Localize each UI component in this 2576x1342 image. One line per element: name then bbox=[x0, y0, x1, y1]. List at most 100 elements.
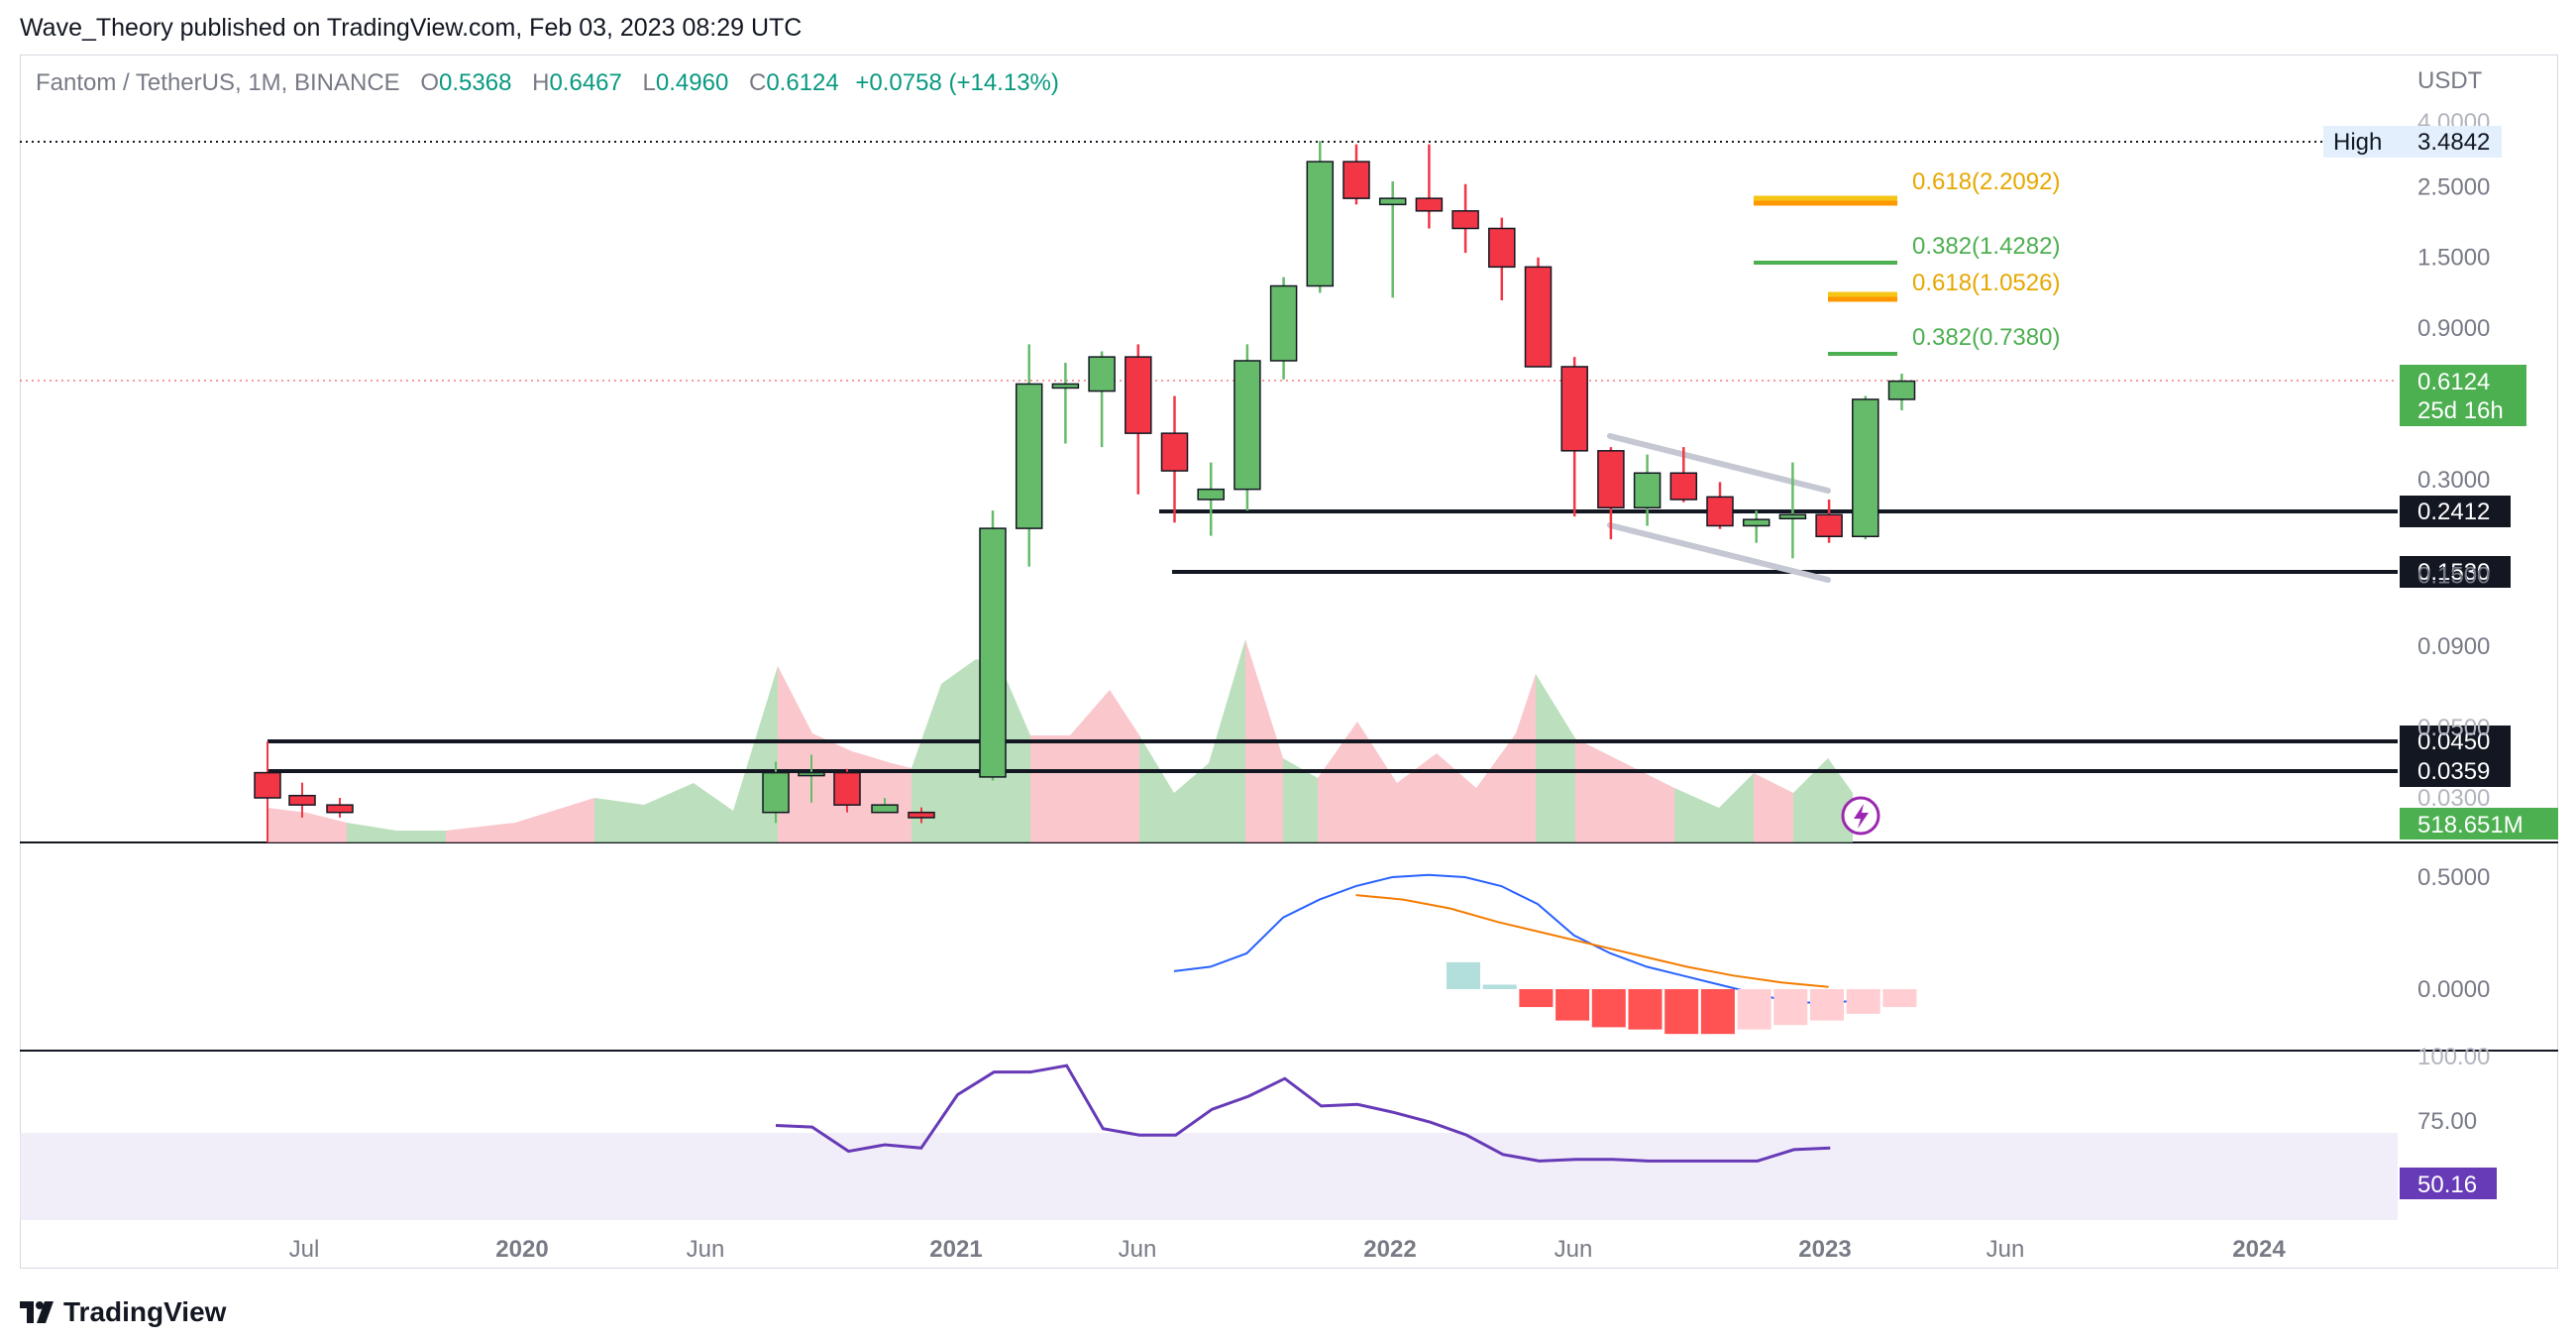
level-label-3: 0.0359 bbox=[2417, 758, 2490, 785]
candle-body-2021-05 bbox=[1125, 356, 1152, 434]
price-tick-7: 0.0900 bbox=[2417, 633, 2490, 660]
candle-body-2022-07 bbox=[1633, 472, 1662, 509]
macd-line bbox=[1173, 873, 1866, 1004]
macd-indicator bbox=[1173, 873, 1917, 1035]
price-tick-1: 2.5000 bbox=[2417, 174, 2490, 201]
macd-hist-bar-8 bbox=[1737, 989, 1771, 1030]
volume-segment-34 bbox=[1615, 758, 1674, 842]
macd-hist-bar-2 bbox=[1519, 989, 1554, 1008]
candle-body-2022-08 bbox=[1669, 472, 1698, 501]
last-price-tag bbox=[2400, 365, 2526, 426]
bar-countdown: 25d 16h bbox=[2417, 397, 2504, 424]
open-value: 0.5368 bbox=[439, 69, 512, 96]
volume-segment-15 bbox=[941, 659, 976, 842]
time-tick-1: 2020 bbox=[495, 1236, 548, 1263]
macd-hist-bar-11 bbox=[1846, 989, 1880, 1014]
macd-tick-1: 0.0000 bbox=[2417, 976, 2490, 1003]
price-tick-8: 0.0500 bbox=[2417, 715, 2490, 741]
volume-segment-11 bbox=[812, 733, 852, 842]
early-candle-body-3 bbox=[762, 771, 790, 814]
fib-label-0: 0.618(2.2092) bbox=[1912, 168, 2060, 195]
macd-hist-bar-3 bbox=[1556, 989, 1590, 1021]
volume-segment-19 bbox=[1070, 690, 1110, 842]
low-value: 0.4960 bbox=[655, 69, 729, 96]
rsi-line bbox=[775, 1063, 1831, 1163]
volume-segment-35 bbox=[1674, 788, 1719, 842]
candle-body-2022-04 bbox=[1524, 266, 1553, 368]
price-tick-6: 0.1500 bbox=[2417, 563, 2490, 590]
early-candle-body-7 bbox=[908, 811, 935, 819]
change-value: +0.0758 (+14.13%) bbox=[855, 69, 1059, 96]
ath-tag-value: 3.4842 bbox=[2417, 129, 2490, 156]
macd-hist-bar-9 bbox=[1773, 989, 1808, 1026]
volume-segment-6 bbox=[594, 798, 644, 842]
brand-name: TradingView bbox=[63, 1296, 227, 1327]
price-tick-5: 0.3000 bbox=[2417, 467, 2490, 494]
macd-signal-line bbox=[1355, 894, 1829, 988]
macd-hist-bar-1 bbox=[1482, 984, 1517, 989]
volume-segment-10 bbox=[778, 666, 812, 842]
macd-hist-bar-12 bbox=[1882, 989, 1917, 1008]
volume-segment-36 bbox=[1719, 773, 1754, 842]
macd-hist-bar-0 bbox=[1447, 961, 1480, 989]
rsi-band bbox=[20, 1133, 2398, 1220]
level-tag-3 bbox=[2400, 755, 2511, 787]
macd-tick-0: 0.5000 bbox=[2417, 864, 2490, 891]
open-label: O bbox=[420, 69, 440, 96]
volume-segment-20 bbox=[1110, 690, 1139, 842]
volume-segment-29 bbox=[1437, 753, 1476, 842]
volume-segment-38 bbox=[1793, 758, 1828, 842]
early-candle-body-4 bbox=[798, 771, 825, 777]
chart-frame bbox=[20, 55, 2558, 1269]
volume-segment-26 bbox=[1318, 722, 1357, 842]
volume-segment-4 bbox=[446, 823, 515, 842]
tradingview-logo[interactable]: TradingView bbox=[20, 1296, 226, 1328]
price-axis: 4.00002.50001.50000.90000.50000.30000.15… bbox=[2417, 109, 2490, 812]
ath-tag-bg bbox=[2323, 126, 2502, 158]
close-label: C bbox=[748, 69, 767, 96]
level-label-0: 0.2412 bbox=[2417, 499, 2490, 525]
volume-segment-14 bbox=[912, 684, 941, 842]
candle-body-2022-05 bbox=[1560, 366, 1588, 452]
level-tag-0 bbox=[2400, 496, 2511, 527]
early-candle-body-6 bbox=[871, 804, 899, 814]
fib-label-1: 0.382(1.4282) bbox=[1912, 233, 2060, 260]
candle-body-2022-09 bbox=[1706, 496, 1734, 527]
rsi-tag bbox=[2400, 1168, 2497, 1199]
candle-body-2021-01 bbox=[979, 527, 1007, 778]
volume-segment-18 bbox=[1030, 735, 1070, 842]
high-value: 0.6467 bbox=[549, 69, 622, 96]
volume-segment-21 bbox=[1139, 735, 1174, 842]
publisher-line: Wave_Theory published on TradingView.com… bbox=[20, 14, 803, 42]
tradingview-logo-icon bbox=[20, 1301, 54, 1323]
candle-body-2021-06 bbox=[1160, 432, 1189, 472]
volume-segment-12 bbox=[852, 751, 892, 842]
candle-body-2021-03 bbox=[1051, 383, 1080, 390]
candle-body-2022-10 bbox=[1742, 518, 1771, 527]
candle-body-2021-12 bbox=[1378, 197, 1407, 206]
level-tag-2 bbox=[2400, 726, 2511, 757]
time-tick-6: Jun bbox=[1555, 1236, 1593, 1263]
high-label: H bbox=[532, 69, 550, 96]
candle-body-2023-02 bbox=[1887, 380, 1916, 400]
lightning-icon[interactable] bbox=[1841, 796, 1880, 836]
time-tick-0: Jul bbox=[289, 1236, 320, 1263]
time-tick-7: 2023 bbox=[1798, 1236, 1851, 1263]
candle-body-2022-11 bbox=[1778, 513, 1807, 520]
candle-body-2022-01 bbox=[1415, 197, 1444, 212]
price-tick-2: 1.5000 bbox=[2417, 245, 2490, 272]
level-tag-1 bbox=[2400, 556, 2511, 588]
volume-segment-37 bbox=[1754, 773, 1793, 842]
close-value: 0.6124 bbox=[766, 69, 839, 96]
macd-hist-bar-4 bbox=[1591, 989, 1626, 1028]
price-tick-9: 0.0300 bbox=[2417, 785, 2490, 812]
fib-label-2: 0.618(1.0526) bbox=[1912, 270, 2060, 296]
level-label-1: 0.1530 bbox=[2417, 559, 2490, 586]
symbol-name[interactable]: Fantom / TetherUS, 1M, BINANCE bbox=[36, 69, 400, 96]
volume-segment-3 bbox=[396, 831, 446, 842]
volume-segment-2 bbox=[347, 823, 396, 842]
fib-label-3: 0.382(0.7380) bbox=[1912, 324, 2060, 351]
channel-lower bbox=[1607, 522, 1831, 583]
price-tick-3: 0.9000 bbox=[2417, 315, 2490, 342]
